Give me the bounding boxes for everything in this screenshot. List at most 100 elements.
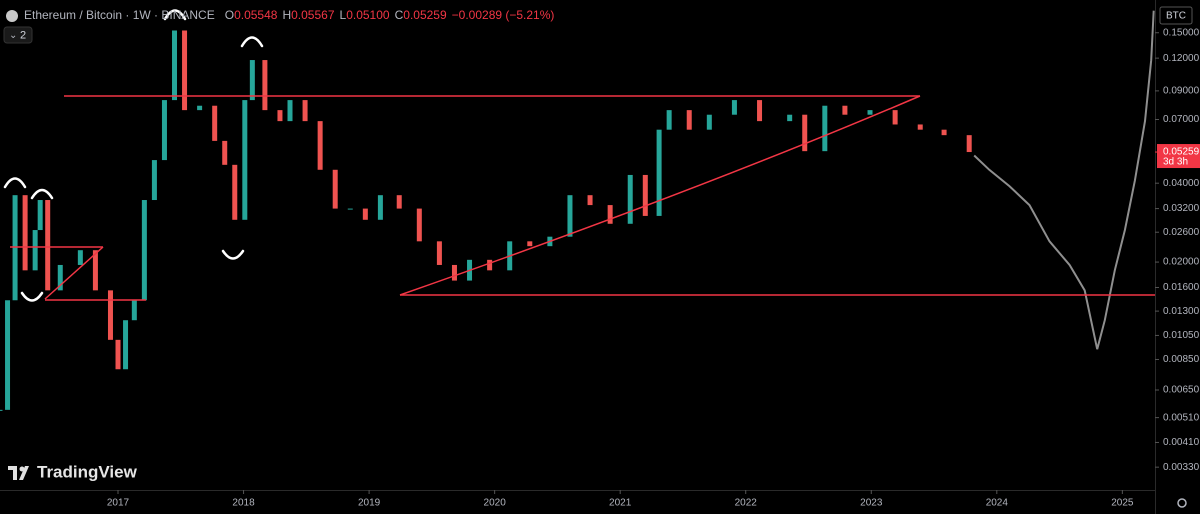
- logo: [8, 466, 29, 480]
- x-tick-label: 2022: [735, 498, 758, 509]
- candle: [686, 110, 692, 130]
- candle: [0, 409, 3, 411]
- candle: [5, 300, 11, 410]
- candle: [277, 110, 283, 122]
- x-tick-label: 2017: [107, 498, 130, 509]
- candle: [656, 129, 662, 216]
- candle: [172, 30, 178, 101]
- candle: [396, 195, 402, 209]
- candle: [212, 105, 218, 141]
- candle: [966, 135, 972, 153]
- candle: [757, 100, 763, 122]
- x-tick-label: 2024: [986, 498, 1009, 509]
- y-tick-label: 0.00510: [1163, 412, 1200, 423]
- candle: [141, 200, 147, 301]
- last-price: 0.05259: [1163, 147, 1200, 158]
- candle: [37, 200, 43, 231]
- candle: [642, 174, 648, 216]
- candle: [287, 100, 293, 122]
- y-tick-label: 0.01600: [1163, 282, 1200, 293]
- candle: [242, 100, 248, 220]
- y-tick-label: 0.01050: [1163, 330, 1200, 341]
- y-tick-label: 0.00850: [1163, 354, 1200, 365]
- candle: [787, 114, 793, 122]
- candle: [123, 320, 129, 370]
- ohlc-value: 0.05100: [346, 8, 390, 22]
- candle: [77, 250, 83, 265]
- y-tick-label: 0.04000: [1163, 178, 1200, 189]
- candle: [436, 241, 442, 265]
- candle: [627, 174, 633, 224]
- y-tick-label: 0.09000: [1163, 86, 1200, 97]
- ohlc-key: H: [282, 8, 291, 22]
- trend-lines: [10, 95, 1155, 301]
- currency-box[interactable]: [1159, 6, 1193, 25]
- ohlc-key: C: [395, 8, 404, 22]
- candle: [941, 129, 947, 136]
- ohlc-value: 0.05567: [291, 8, 335, 22]
- ohlc-value: 0.05259: [403, 8, 447, 22]
- candle: [802, 114, 808, 152]
- candle: [249, 60, 255, 101]
- currency: BTC: [1166, 11, 1186, 22]
- candle: [182, 30, 188, 111]
- pattern-arcs: [3, 9, 264, 302]
- candle: [416, 208, 422, 242]
- indicator-badge[interactable]: [3, 26, 33, 44]
- projection-line: [973, 10, 1155, 350]
- candle: [317, 121, 323, 170]
- candle: [892, 110, 898, 125]
- x-tick-label: 2020: [484, 498, 507, 509]
- y-tick-label: 0.03200: [1163, 203, 1200, 214]
- candle: [867, 110, 873, 115]
- candle: [362, 208, 368, 220]
- candle: [842, 105, 848, 115]
- y-tick-label: 0.00330: [1163, 462, 1200, 473]
- last-price-box: [1157, 144, 1200, 169]
- candle: [567, 195, 573, 237]
- candle: [151, 160, 157, 201]
- candle: [45, 200, 51, 291]
- candle: [347, 208, 353, 210]
- y-tick-label: 0.01300: [1163, 306, 1200, 317]
- candle: [115, 339, 121, 370]
- y-tick-label: 0.00410: [1163, 437, 1200, 448]
- candle: [131, 300, 137, 321]
- x-tick-label: 2021: [609, 498, 632, 509]
- candle: [262, 60, 268, 111]
- y-tick-label: 0.07000: [1163, 114, 1200, 125]
- axes: 0.15000 0.12000 0.09000 0.07000 0.04000 0.032…: [107, 27, 1200, 509]
- countdown: 3d 3h: [1163, 157, 1188, 168]
- candle: [607, 205, 613, 224]
- gear-icon: [1177, 498, 1187, 508]
- candle: [197, 105, 203, 111]
- candle: [822, 105, 828, 152]
- x-tick-label: 2023: [860, 498, 883, 509]
- candle: [232, 164, 238, 220]
- symbol-icon[interactable]: [6, 10, 18, 22]
- y-tick-label: 0.12000: [1163, 53, 1200, 64]
- candle: [107, 290, 113, 340]
- candle: [332, 169, 338, 209]
- candle: [161, 100, 167, 161]
- candle: [731, 100, 737, 115]
- candle: [587, 195, 593, 206]
- candle: [32, 230, 38, 271]
- candle: [666, 110, 672, 130]
- y-tick-label: 0.02600: [1163, 227, 1200, 238]
- ohlc-key: L: [340, 8, 347, 22]
- candle: [302, 100, 308, 122]
- symbol-title[interactable]: Ethereum / Bitcoin · 1W · BINANCE: [24, 8, 215, 22]
- x-tick-label: 2025: [1111, 498, 1134, 509]
- candle: [451, 264, 457, 281]
- candle: [377, 195, 383, 220]
- candle: [487, 259, 493, 271]
- x-tick-label: 2018: [232, 498, 255, 509]
- change: −0.00289 (−5.21%): [452, 8, 555, 22]
- y-tick-label: 0.02000: [1163, 257, 1200, 268]
- candle: [706, 114, 712, 130]
- chevron: ⌄: [9, 30, 17, 41]
- candle: [222, 140, 228, 165]
